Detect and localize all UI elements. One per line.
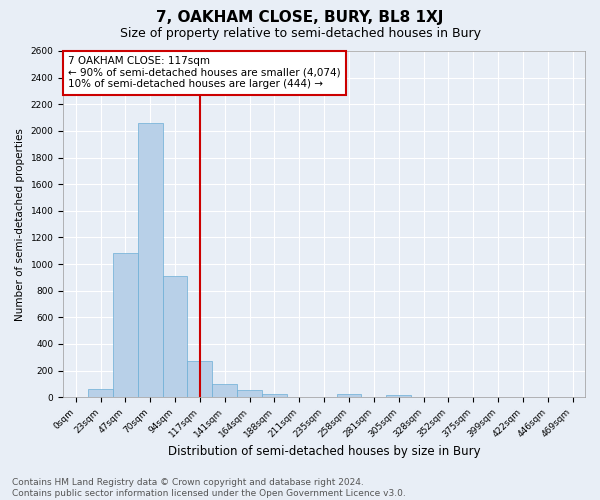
Text: 7 OAKHAM CLOSE: 117sqm
← 90% of semi-detached houses are smaller (4,074)
10% of : 7 OAKHAM CLOSE: 117sqm ← 90% of semi-det… [68, 56, 341, 90]
Bar [187, 361, 212, 397]
Bar [262, 394, 287, 397]
Text: Contains HM Land Registry data © Crown copyright and database right 2024.
Contai: Contains HM Land Registry data © Crown c… [12, 478, 406, 498]
Bar [138, 123, 163, 397]
Bar [212, 384, 237, 397]
Text: Size of property relative to semi-detached houses in Bury: Size of property relative to semi-detach… [119, 28, 481, 40]
Y-axis label: Number of semi-detached properties: Number of semi-detached properties [15, 128, 25, 320]
Bar [113, 254, 138, 397]
Text: 7, OAKHAM CLOSE, BURY, BL8 1XJ: 7, OAKHAM CLOSE, BURY, BL8 1XJ [157, 10, 443, 25]
Bar [163, 276, 187, 397]
Bar [88, 389, 113, 397]
X-axis label: Distribution of semi-detached houses by size in Bury: Distribution of semi-detached houses by … [168, 444, 481, 458]
Bar [337, 394, 361, 397]
Bar [386, 395, 411, 397]
Bar [237, 390, 262, 397]
